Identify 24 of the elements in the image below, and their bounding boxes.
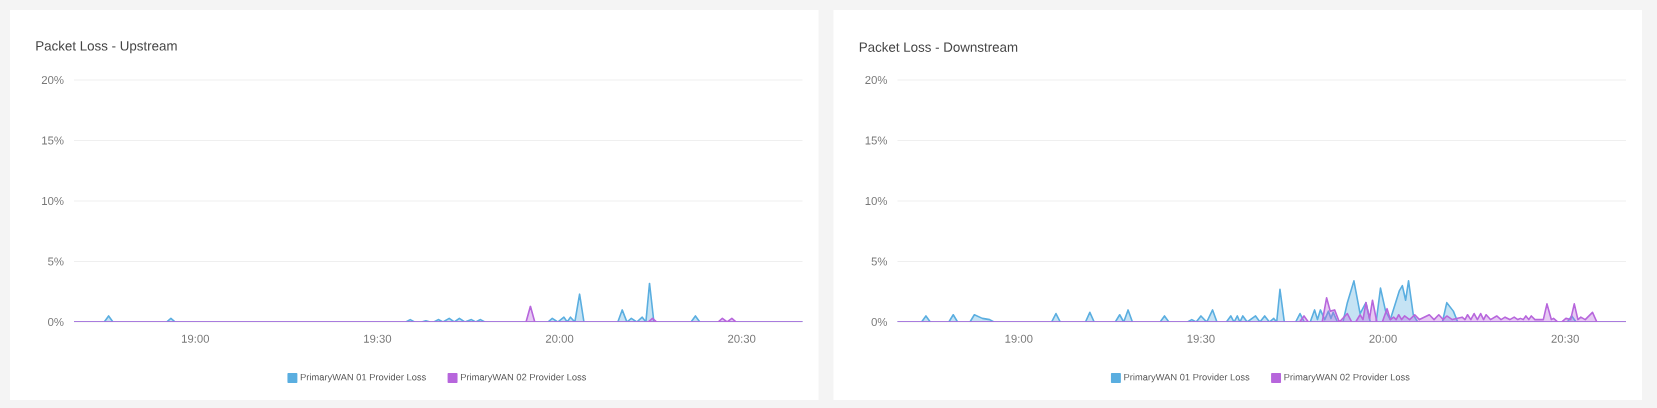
y-tick-label: 15% <box>42 136 64 145</box>
y-tick-label: 20% <box>41 76 64 85</box>
legend-label: PrimaryWAN 02 Provider Loss <box>1284 373 1410 383</box>
chart-title: Packet Loss - Downstream <box>859 42 1018 52</box>
x-tick-label: 20:00 <box>545 334 574 343</box>
legend-label: PrimaryWAN 01 Provider Loss <box>1124 373 1250 383</box>
x-tick-label: 19:30 <box>364 334 392 343</box>
x-tick-label: 20:30 <box>1551 334 1579 343</box>
legend-label: PrimaryWAN 02 Provider Loss <box>460 373 587 383</box>
y-tick-label: 10% <box>865 197 888 206</box>
legend-label: PrimaryWAN 01 Provider Loss <box>300 373 426 383</box>
y-tick-label: 15% <box>865 136 888 145</box>
y-tick-label: 0% <box>871 318 888 327</box>
x-tick-label: 19:30 <box>1187 334 1215 343</box>
x-tick-label: 20:00 <box>1369 334 1397 343</box>
x-tick-label: 19:00 <box>181 334 210 343</box>
x-tick-label: 20:30 <box>728 334 756 343</box>
y-tick-label: 5% <box>48 257 64 266</box>
chart-title: Packet Loss - Upstream <box>36 40 177 54</box>
x-tick-label: 19:00 <box>1005 334 1033 343</box>
y-tick-label: 0% <box>48 318 64 327</box>
y-tick-label: 5% <box>871 257 888 266</box>
y-tick-label: 10% <box>42 197 64 206</box>
y-tick-label: 20% <box>865 76 888 85</box>
